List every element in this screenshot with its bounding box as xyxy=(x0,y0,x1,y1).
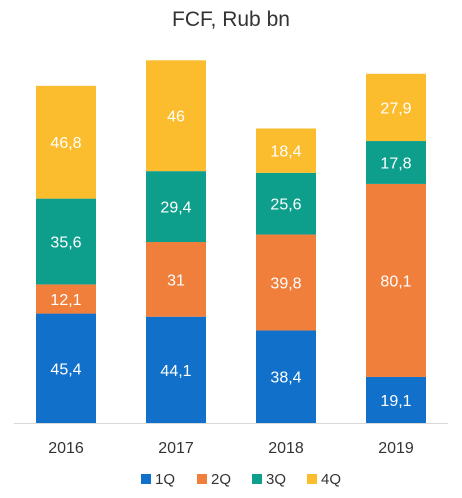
legend-swatch-3q xyxy=(252,474,262,484)
legend-swatch-2q xyxy=(197,474,207,484)
data-label-2q-2018: 39,8 xyxy=(270,275,301,292)
bar-3q-2019 xyxy=(366,141,426,184)
data-label-3q-2018: 25,6 xyxy=(270,197,301,214)
bar-1q-2016 xyxy=(36,313,96,423)
x-tick-label-2017: 2017 xyxy=(158,440,194,457)
bar-1q-2017 xyxy=(146,316,206,423)
x-tick-label-2019: 2019 xyxy=(378,440,414,457)
data-label-3q-2016: 35,6 xyxy=(50,235,81,252)
bar-4q-2019 xyxy=(366,73,426,142)
legend-swatch-1q xyxy=(141,474,151,484)
data-label-1q-2019: 19,1 xyxy=(380,393,411,410)
legend-label-2q: 2Q xyxy=(211,471,231,488)
bar-3q-2016 xyxy=(36,198,96,285)
data-label-4q-2018: 18,4 xyxy=(270,144,301,161)
data-label-1q-2018: 38,4 xyxy=(270,370,301,387)
data-label-1q-2017: 44,1 xyxy=(160,363,191,380)
bar-2q-2019 xyxy=(366,183,426,377)
x-tick-label-2018: 2018 xyxy=(268,440,304,457)
legend-label-1q: 1Q xyxy=(155,471,175,488)
data-label-4q-2019: 27,9 xyxy=(380,100,411,117)
x-tick-label-2016: 2016 xyxy=(48,440,84,457)
chart-title: FCF, Rub bn xyxy=(172,8,290,31)
legend-label-3q: 3Q xyxy=(266,471,286,488)
bar-2q-2018 xyxy=(256,234,316,331)
data-label-4q-2017: 46 xyxy=(167,109,185,126)
data-label-1q-2016: 45,4 xyxy=(50,361,81,378)
bar-1q-2018 xyxy=(256,330,316,423)
data-label-3q-2019: 17,8 xyxy=(380,155,411,172)
data-label-2q-2019: 80,1 xyxy=(380,273,411,290)
legend-swatch-4q xyxy=(307,474,317,484)
data-label-4q-2016: 46,8 xyxy=(50,135,81,152)
bar-4q-2017 xyxy=(146,60,206,172)
bar-3q-2017 xyxy=(146,171,206,243)
legend-label-4q: 4Q xyxy=(321,471,341,488)
bar-2q-2017 xyxy=(146,242,206,317)
data-label-2q-2017: 31 xyxy=(167,272,185,289)
data-label-2q-2016: 12,1 xyxy=(50,292,81,309)
bar-2q-2016 xyxy=(36,284,96,314)
data-label-3q-2017: 29,4 xyxy=(160,200,191,217)
bar-3q-2018 xyxy=(256,172,316,235)
bar-1q-2019 xyxy=(366,376,426,423)
bar-4q-2016 xyxy=(36,85,96,199)
bar-4q-2018 xyxy=(256,128,316,173)
